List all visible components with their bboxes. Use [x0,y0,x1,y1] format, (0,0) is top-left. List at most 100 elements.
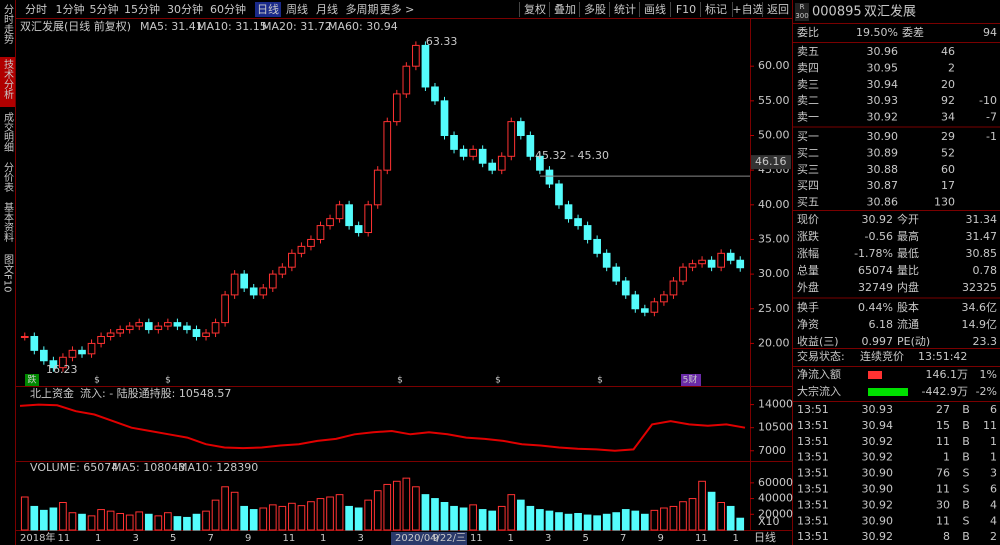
trade-time: 13:51 [797,530,829,543]
tool-button[interactable]: 多股 [584,2,606,16]
period-tab[interactable]: 1分钟 [56,2,85,16]
field-label: 股本 [897,300,919,314]
period-tab[interactable]: 周线 [286,2,308,16]
book-price: 30.96 [867,45,899,58]
volume-bar [450,505,458,531]
candle [278,266,287,275]
volume-bar [268,504,277,531]
volume-bar [106,510,115,531]
tool-button[interactable]: F10 [676,3,696,16]
candle [49,360,58,369]
flow-label: 净流入额 [797,367,841,381]
trade-count: 4 [990,498,997,511]
side-tab[interactable]: 技术分析 [2,58,14,100]
book-label: 卖三 [797,78,819,91]
y-tick-label: 25.00 [758,302,790,315]
period-tab[interactable]: 15分钟 [124,2,160,16]
y-tick-label: 55.00 [758,94,790,107]
candle [555,183,563,206]
bottom-tab[interactable]: 日线 [754,530,776,544]
tool-button[interactable]: 统计 [614,3,636,16]
north-line [19,403,746,452]
tool-button[interactable]: 叠加 [554,3,576,16]
book-label: 卖一 [797,111,819,124]
volume-bar [516,499,525,531]
side-tab[interactable]: 图文F10 [2,254,14,293]
volume-bar [736,517,745,531]
candle [698,259,706,265]
period-tab[interactable]: 分时 [25,3,47,16]
candle [621,280,630,296]
volume-bar [650,509,659,531]
period-tab[interactable]: 日线 [257,2,279,16]
trade-count: 1 [990,435,997,448]
volume-bar [497,505,506,531]
candle [40,349,48,362]
tool-button[interactable]: 画线 [644,2,666,16]
trade-side: B [962,530,970,543]
x-tick-label: 3 [358,533,364,544]
volume-bar [564,513,573,531]
volume-bar [68,512,77,531]
candle [87,342,96,355]
side-tab[interactable]: 成交明细 [2,112,14,152]
field-label: 总量 [797,263,819,277]
ma-label: MA20: 31.72 [262,20,332,33]
tool-button[interactable]: +自选 [732,3,763,16]
volume-bar [211,499,220,531]
volume-bar [354,507,363,531]
x-tick-label: 3 [545,533,551,544]
period-tab[interactable]: 60分钟 [210,2,246,16]
volume-bar [78,513,86,531]
period-tab[interactable]: 5分钟 [90,2,119,16]
book-volume: 29 [941,130,955,143]
price-tag: 46.16 [755,155,787,168]
candle [431,86,439,102]
tool-button[interactable]: 返回 [767,3,789,16]
field-label: PE(动) [897,335,930,348]
volume-bar [383,483,392,531]
candle [259,287,268,296]
book-label: 卖二 [797,94,819,107]
period-tab[interactable]: 月线 [316,2,338,16]
status-label: 交易状态: [797,349,845,363]
side-tab[interactable]: 分时走势 [2,4,14,45]
trade-time: 13:51 [797,467,829,480]
volume-bar [259,507,268,531]
trade-price: 30.92 [862,451,894,464]
trade-side: S [963,514,970,527]
period-tab[interactable]: 30分钟 [167,2,203,16]
period-tab[interactable]: 多周期 [346,2,379,16]
volume-bar [373,490,382,531]
book-volume: 60 [941,163,955,176]
volume-bar [40,509,48,531]
volume-bar [440,502,449,531]
y-tick-label: 7000 [758,444,786,457]
volume-bar [583,514,592,531]
x-tick-label: 11 [470,533,483,544]
volume-bar [526,505,535,531]
side-tab[interactable]: 基本资料 [2,201,14,243]
book-price: 30.94 [867,78,899,91]
trade-time: 13:51 [797,435,829,448]
side-tab[interactable]: 分价表 [2,162,14,193]
tool-button[interactable]: 标记 [705,2,727,16]
volume-bar [717,502,725,531]
tool-button[interactable]: 复权 [524,2,546,16]
field-label: 净资 [797,317,819,331]
volume-bar [164,512,172,531]
flow-value: 146.1万 [926,368,969,381]
period-tab[interactable]: 更多 > [380,2,415,16]
badge [795,3,809,21]
x-tick-label: 1 [320,533,326,544]
trade-count: 4 [990,514,997,527]
badge-text: R [800,3,805,11]
volume-bar [183,516,191,531]
volume-bar [602,513,611,531]
trade-side: B [962,435,970,448]
book-change: -10 [979,94,997,107]
y-tick-label: 14000 [758,398,793,411]
book-label: 卖五 [797,45,819,58]
candle [383,121,392,171]
trade-time: 13:51 [797,451,829,464]
